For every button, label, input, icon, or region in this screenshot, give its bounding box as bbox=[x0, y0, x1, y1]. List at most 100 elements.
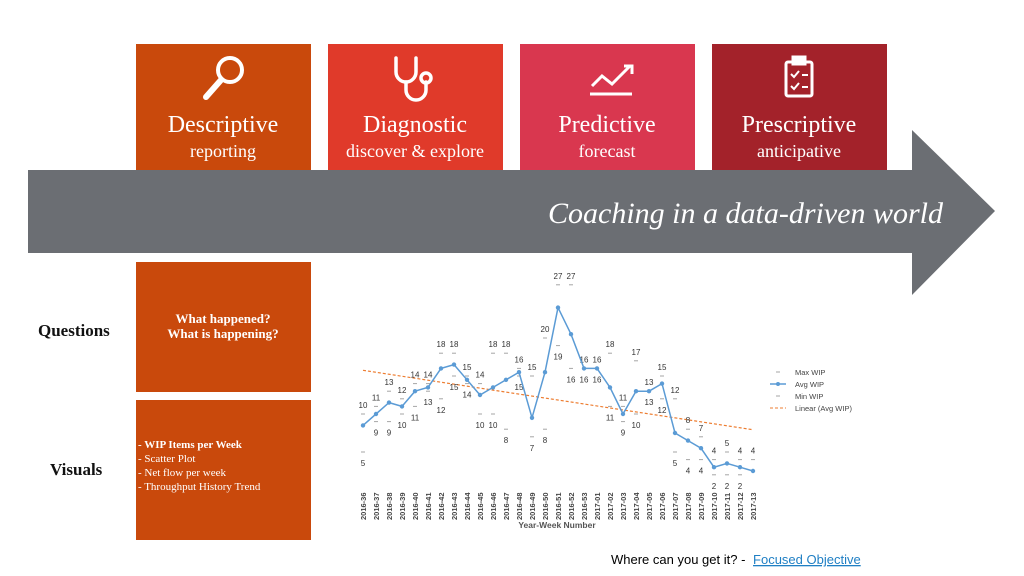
avg-point bbox=[646, 389, 652, 394]
avg-point bbox=[594, 366, 600, 371]
range-label: 10 bbox=[632, 421, 641, 430]
range-label: 5 bbox=[673, 459, 678, 468]
avg-point bbox=[568, 332, 574, 337]
x-tick-label: 2016-36 bbox=[359, 492, 368, 520]
range-label: 16 bbox=[567, 375, 576, 384]
avg-point bbox=[412, 389, 418, 394]
x-tick-label: 2016-40 bbox=[411, 492, 420, 520]
range-label: 10 bbox=[398, 421, 407, 430]
trend-icon bbox=[590, 64, 634, 96]
range-label: 12 bbox=[398, 386, 407, 395]
avg-point bbox=[672, 430, 678, 436]
x-tick-label: 2017-10 bbox=[710, 492, 719, 520]
magnifier-icon bbox=[203, 56, 244, 100]
avg-point bbox=[555, 305, 561, 310]
x-tick-label: 2017-03 bbox=[619, 492, 628, 520]
stethoscope-icon bbox=[394, 56, 433, 102]
avg-point bbox=[490, 385, 496, 390]
range-label: 18 bbox=[489, 340, 498, 349]
range-label: 18 bbox=[502, 340, 511, 349]
x-tick-label: 2016-47 bbox=[502, 492, 511, 520]
visual-item: - Scatter Plot bbox=[138, 453, 195, 465]
stage-box bbox=[136, 44, 311, 170]
banner: Coaching in a data-driven world bbox=[548, 197, 944, 230]
footer-text: Where can you get it? - bbox=[611, 552, 745, 567]
x-tick-label: 2017-06 bbox=[658, 492, 667, 520]
avg-point bbox=[503, 377, 509, 382]
avg-point bbox=[724, 461, 730, 466]
stage-title: Descriptive bbox=[168, 112, 279, 138]
avg-point bbox=[425, 385, 431, 390]
x-tick-label: 2017-08 bbox=[684, 492, 693, 520]
avg-point bbox=[542, 370, 548, 375]
x-tick-label: 2016-42 bbox=[437, 492, 446, 520]
legend-key bbox=[776, 382, 780, 386]
range-label: 13 bbox=[424, 398, 433, 407]
avg-point bbox=[581, 366, 587, 371]
range-label: 19 bbox=[554, 353, 563, 362]
x-tick-label: 2017-12 bbox=[736, 492, 745, 520]
avg-point bbox=[685, 438, 691, 443]
x-tick-label: 2016-52 bbox=[567, 492, 576, 520]
avg-point bbox=[607, 385, 613, 390]
range-label: 12 bbox=[658, 406, 667, 415]
avg-point bbox=[373, 411, 379, 417]
legend-label: Linear (Avg WIP) bbox=[795, 404, 852, 413]
range-label: 16 bbox=[593, 375, 602, 384]
range-label: 10 bbox=[359, 401, 368, 410]
range-label: 11 bbox=[606, 413, 615, 422]
range-label: 11 bbox=[411, 413, 420, 422]
footer-link[interactable]: Focused Objective bbox=[753, 552, 861, 567]
trend-line bbox=[362, 369, 754, 431]
range-label: 5 bbox=[361, 459, 366, 468]
stage-title: Predictive bbox=[558, 112, 655, 138]
x-tick-label: 2016-37 bbox=[372, 492, 381, 520]
range-label: 12 bbox=[437, 406, 446, 415]
range-label: 4 bbox=[738, 447, 743, 456]
x-tick-label: 2016-45 bbox=[476, 492, 485, 520]
range-label: 27 bbox=[567, 272, 576, 281]
x-tick-label: 2016-38 bbox=[385, 492, 394, 520]
range-label: 18 bbox=[437, 340, 446, 349]
range-label: 13 bbox=[645, 378, 654, 387]
avg-point bbox=[698, 446, 704, 451]
x-tick-label: 2017-09 bbox=[697, 492, 706, 520]
range-label: 9 bbox=[387, 429, 392, 438]
range-label: 11 bbox=[372, 393, 381, 402]
avg-point bbox=[529, 415, 535, 420]
stage-box bbox=[520, 44, 695, 170]
range-label: 16 bbox=[515, 355, 524, 364]
range-label: 14 bbox=[424, 371, 433, 380]
row-label: Questions bbox=[38, 321, 110, 340]
footer: Where can you get it? - Focused Objectiv… bbox=[611, 552, 861, 567]
stage-subtitle: forecast bbox=[579, 141, 636, 161]
avg-point bbox=[750, 468, 756, 474]
range-label: 5 bbox=[725, 439, 730, 448]
x-axis-label: Year-Week Number bbox=[518, 520, 596, 530]
range-label: 7 bbox=[699, 424, 704, 433]
stage-title: Diagnostic bbox=[363, 112, 467, 138]
stage-title: Prescriptive bbox=[742, 112, 857, 138]
range-label: 18 bbox=[606, 340, 615, 349]
visual-item: - Net flow per week bbox=[138, 467, 226, 479]
range-label: 20 bbox=[541, 325, 550, 334]
range-label: 9 bbox=[621, 429, 626, 438]
avg-point bbox=[659, 381, 665, 386]
x-tick-label: 2017-13 bbox=[749, 492, 758, 520]
range-label: 16 bbox=[580, 355, 589, 364]
x-tick-label: 2016-46 bbox=[489, 492, 498, 520]
avg-point bbox=[620, 411, 626, 417]
range-label: 13 bbox=[385, 378, 394, 387]
avg-point bbox=[737, 465, 743, 470]
range-label: 4 bbox=[699, 467, 704, 476]
range-label: 15 bbox=[463, 363, 472, 372]
avg-point bbox=[516, 370, 522, 375]
range-label: 9 bbox=[374, 429, 379, 438]
avg-point bbox=[464, 377, 470, 382]
x-tick-label: 2016-50 bbox=[541, 492, 550, 520]
x-tick-label: 2016-49 bbox=[528, 492, 537, 520]
avg-point bbox=[711, 465, 717, 470]
avg-point bbox=[633, 389, 639, 394]
